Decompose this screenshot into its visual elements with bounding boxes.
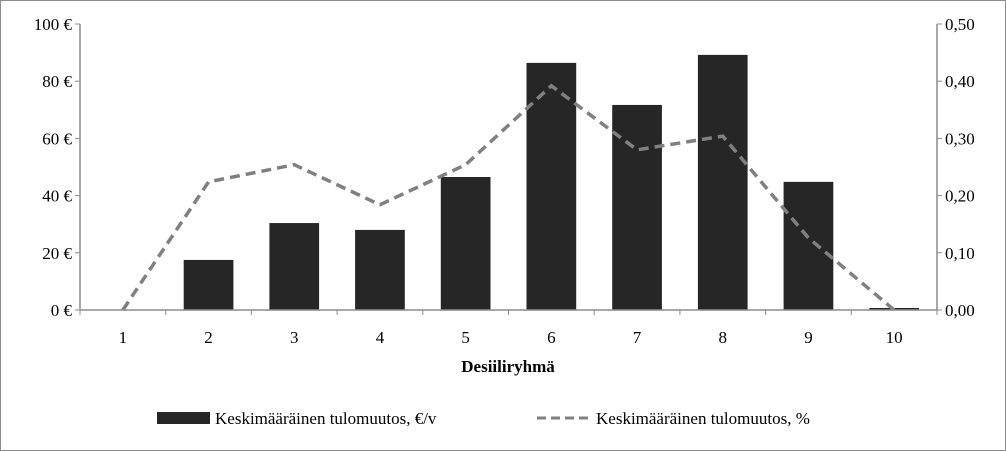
left-tick-label: 100 € [34, 15, 73, 34]
x-tick-label: 4 [376, 328, 385, 347]
left-tick-label: 60 € [42, 129, 72, 148]
percent-line [121, 83, 896, 312]
left-tick-label: 80 € [42, 72, 72, 91]
bar [440, 177, 491, 310]
x-tick-label: 2 [204, 328, 213, 347]
right-tick-label: 0,40 [945, 72, 975, 91]
bar [526, 62, 577, 311]
legend-label-line: Keskimääräinen tulomuutos, % [596, 409, 810, 428]
bar [355, 229, 405, 310]
x-tick-label: 1 [119, 328, 128, 347]
legend-swatch-bar [157, 412, 210, 424]
bar [269, 223, 320, 310]
legend-label-bar: Keskimääräinen tulomuutos, €/v [215, 409, 437, 428]
left-tick-label: 20 € [42, 244, 72, 263]
x-tick-label: 8 [719, 328, 728, 347]
right-tick-label: 0,10 [945, 244, 975, 263]
x-tick-label: 3 [290, 328, 299, 347]
x-tick-label: 9 [804, 328, 813, 347]
x-tick-label: 5 [461, 328, 470, 347]
bar [783, 181, 834, 310]
right-tick-label: 0,50 [945, 15, 975, 34]
right-tick-label: 0,20 [945, 187, 975, 206]
bar [612, 104, 662, 310]
bar [183, 259, 234, 310]
left-tick-label: 0 € [51, 301, 73, 320]
x-axis-label: Desiiliryhmä [461, 357, 555, 376]
right-tick-label: 0,30 [945, 129, 975, 148]
x-tick-label: 7 [633, 328, 642, 347]
legend: Keskimääräinen tulomuutos, €/v Keskimäär… [157, 409, 810, 428]
left-tick-label: 40 € [42, 187, 72, 206]
bar [697, 54, 748, 310]
x-tick-label: 6 [547, 328, 556, 347]
x-tick-label: 10 [886, 328, 903, 347]
right-tick-label: 0,00 [945, 301, 975, 320]
